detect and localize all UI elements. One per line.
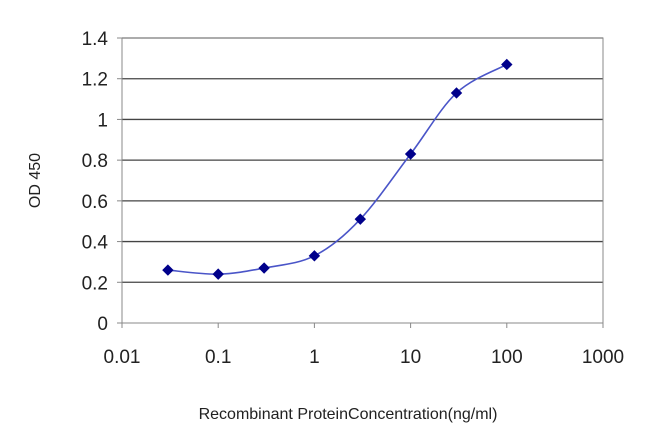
- series-line: [167, 63, 508, 275]
- plot-area: [121, 37, 604, 324]
- data-point: [450, 87, 463, 99]
- x-tick-label: 1: [309, 347, 320, 368]
- x-tick-label: 0.01: [104, 347, 141, 368]
- x-tick-label: 100: [491, 347, 523, 368]
- data-point: [212, 268, 224, 280]
- x-tick-label: 10: [400, 347, 421, 368]
- y-tick-label: 0.8: [82, 151, 108, 172]
- gridlines: [122, 37, 603, 283]
- y-tick-label: 1.4: [82, 29, 109, 50]
- data-point: [258, 262, 270, 274]
- y-tick-label: 0.6: [82, 192, 108, 213]
- x-tick-label: 1000: [582, 347, 624, 368]
- data-point: [308, 250, 321, 262]
- x-axis-title: Recombinant ProteinConcentration(ng/ml): [199, 406, 498, 423]
- data-point: [162, 264, 174, 276]
- y-axis-title: OD 450: [27, 153, 44, 208]
- y-tick-label: 0.2: [82, 273, 108, 294]
- data-point: [354, 213, 367, 225]
- y-tick-label: 0: [97, 314, 108, 335]
- data-point: [404, 148, 417, 160]
- x-tick-label: 0.1: [205, 347, 231, 368]
- y-tick-label: 1: [97, 110, 108, 131]
- data-point: [501, 58, 513, 71]
- y-tick-label: 1.2: [82, 70, 108, 91]
- y-axis-tick-labels: 0 0.2 0.4 0.6 0.8 1 1.2 1.4: [82, 29, 122, 335]
- data-series: [162, 58, 513, 280]
- x-axis-tick-labels: 0.01 0.1 1 10 100 1000: [104, 323, 624, 368]
- y-tick-label: 0.4: [82, 233, 109, 254]
